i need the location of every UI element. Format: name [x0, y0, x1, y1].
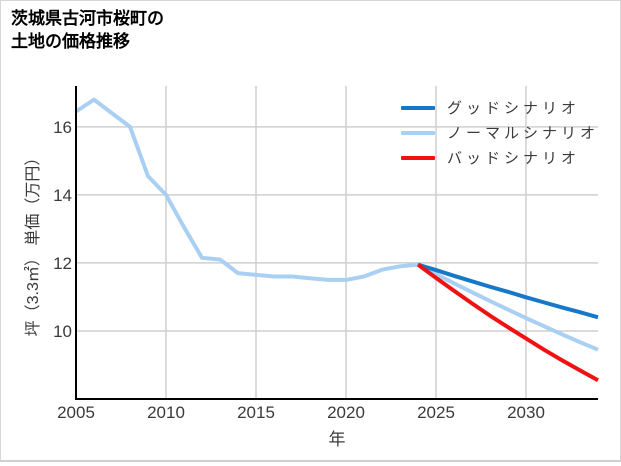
legend-swatch-bad-icon: [401, 155, 435, 160]
legend-label-bad: バッドシナリオ: [447, 150, 581, 167]
svg-text:2020: 2020: [327, 403, 365, 422]
page-title-line1: 茨城県古河市桜町の: [11, 9, 164, 28]
svg-text:14: 14: [53, 186, 72, 205]
svg-text:12: 12: [53, 254, 72, 273]
svg-text:2010: 2010: [147, 403, 185, 422]
page-title-line2: 土地の価格推移: [11, 32, 130, 51]
legend: グッドシナリオ ノーマルシナリオ バッドシナリオ: [401, 95, 599, 170]
x-axis-label: 年: [328, 430, 346, 449]
svg-text:2015: 2015: [237, 403, 275, 422]
svg-text:2025: 2025: [417, 403, 455, 422]
legend-swatch-good-icon: [401, 105, 435, 110]
svg-text:2005: 2005: [57, 403, 95, 422]
legend-label-normal: ノーマルシナリオ: [447, 125, 600, 142]
legend-swatch-normal-icon: [401, 130, 435, 135]
svg-text:16: 16: [53, 118, 72, 137]
svg-text:2030: 2030: [507, 403, 545, 422]
page-title: 茨城県古河市桜町の 土地の価格推移: [11, 7, 164, 53]
y-axis-label: 坪（3.3㎡） 単価（万円）: [25, 149, 42, 337]
legend-item-good[interactable]: グッドシナリオ: [401, 95, 599, 120]
legend-label-good: グッドシナリオ: [447, 100, 581, 117]
svg-text:10: 10: [53, 322, 72, 341]
legend-item-bad[interactable]: バッドシナリオ: [401, 145, 599, 170]
legend-item-normal[interactable]: ノーマルシナリオ: [401, 120, 599, 145]
